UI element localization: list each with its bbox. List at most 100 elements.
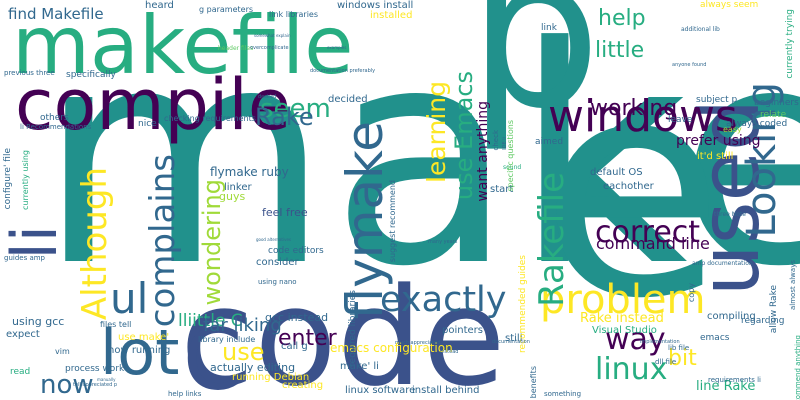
cloud-word: desired — [258, 94, 277, 100]
cloud-word: command line — [596, 234, 710, 253]
cloud-word: help — [598, 6, 646, 31]
cloud-word: it'd still — [697, 151, 734, 162]
cloud-word: enter — [278, 326, 337, 351]
cloud-word: consider — [256, 257, 299, 268]
cloud-word: files tell — [100, 320, 132, 329]
cloud-word: required libraries — [348, 290, 358, 367]
cloud-word: correct — [595, 215, 701, 250]
cloud-word: checking requirements — [164, 114, 256, 123]
cloud-word: use Emacs — [450, 71, 478, 201]
cloud-word: problem — [540, 277, 706, 323]
cloud-word: prefer using — [676, 133, 761, 149]
cloud-word: subject p — [696, 95, 738, 105]
cloud-word: still — [505, 333, 523, 344]
cloud-word: find Makefile — [8, 5, 104, 23]
cloud-word: gcc instead — [265, 311, 329, 324]
cloud-word: far liking — [203, 315, 282, 336]
cloud-word: allow Rake — [769, 285, 779, 334]
cloud-word: tell appreciated p — [73, 382, 118, 388]
cloud-word: anyone found — [672, 62, 707, 68]
cloud-word: makefile — [12, 0, 354, 92]
cloud-word: vim — [55, 347, 70, 356]
cloud-word: expect — [6, 329, 40, 340]
cloud-word: others — [40, 113, 69, 123]
cloud-word: examples — [327, 45, 347, 50]
cloud-word: p — [468, 0, 602, 155]
cloud-word: relate — [760, 110, 787, 120]
cloud-word: somewhat explain — [254, 33, 291, 38]
cloud-word: bit — [668, 346, 697, 371]
cloud-word: want anything — [475, 101, 491, 202]
cloud-word: documentation preferably — [310, 68, 376, 74]
cloud-word: leave — [668, 115, 693, 125]
cloud-word: code — [180, 259, 506, 400]
cloud-word: process work — [65, 364, 125, 374]
cloud-word: li Recommendations — [20, 123, 92, 131]
cloud-word: windows install — [337, 0, 414, 11]
cloud-word: g parameters — [199, 5, 254, 14]
cloud-word: requirements li — [708, 376, 761, 384]
cloud-word: learning — [422, 81, 451, 183]
cloud-word: sound — [503, 164, 522, 171]
cloud-word: little — [595, 38, 645, 63]
cloud-word: suggest recommend — [388, 180, 397, 263]
cloud-word: decided — [328, 94, 368, 105]
cloud-word: many years — [428, 239, 458, 245]
cloud-word: using gcc — [12, 315, 65, 328]
cloud-word: help links — [168, 390, 202, 398]
cloud-word: lliittle C — [178, 311, 243, 331]
cloud-word: line Rake — [696, 379, 756, 394]
cloud-word: implementation — [640, 339, 680, 345]
cloud-word: Rakefile — [532, 172, 572, 307]
cloud-word: Rake — [255, 103, 314, 131]
cloud-word: configure' file — [3, 148, 13, 210]
cloud-word: compile — [15, 64, 291, 146]
cloud-word: compiling — [707, 311, 756, 322]
cloud-word: linux software — [345, 385, 416, 396]
cloud-word: recommend anything — [794, 335, 800, 400]
cloud-word: library include — [198, 335, 256, 344]
cloud-word: Although — [75, 167, 115, 321]
cloud-word: way — [605, 322, 666, 357]
cloud-word: Rake instead — [580, 311, 664, 326]
cloud-word: link — [541, 23, 557, 33]
cloud-word: creating — [282, 380, 324, 391]
cloud-word: almost always — [789, 260, 797, 310]
cloud-word: specific questions — [506, 120, 515, 192]
cloud-word: beginners — [754, 98, 799, 108]
cloud-word: heard — [145, 0, 174, 11]
cloud-word: complains — [143, 154, 183, 328]
cloud-word: call g — [281, 341, 308, 352]
cloud-word: good alternatives — [256, 237, 291, 242]
cloud-word: code editors — [268, 246, 324, 256]
cloud-word: guys — [219, 190, 246, 203]
cloud-word: three Note — [714, 211, 746, 218]
cloud-word: lib file — [668, 344, 690, 352]
cloud-word: overcomplicate — [250, 45, 289, 51]
cloud-word: read — [10, 367, 31, 377]
cloud-word: guides amp — [4, 254, 45, 262]
cloud-word: specifically — [66, 70, 116, 80]
cloud-word: link libraries — [269, 10, 319, 19]
cloud-word: pointers — [442, 325, 483, 336]
cloud-word: documentation — [492, 339, 530, 345]
cloud-word: working — [590, 96, 678, 121]
cloud-word: dll file — [655, 358, 677, 366]
cloud-word: flymake ruby — [210, 165, 289, 179]
cloud-word: start — [490, 184, 514, 195]
cloud-word: emacs — [700, 333, 730, 343]
cloud-word: always coded — [726, 119, 788, 129]
cloud-word: lot — [100, 316, 180, 389]
cloud-word: something — [544, 390, 582, 398]
cloud-word: regarding — [741, 316, 785, 326]
cloud-word: header files — [218, 45, 254, 52]
cloud-word: exactly — [380, 280, 507, 320]
cloud-word: installed — [370, 10, 413, 21]
cloud-word: e — [540, 15, 725, 364]
cloud-word: much appreciated — [395, 340, 441, 346]
cloud-word: using nano — [258, 278, 297, 286]
cloud-word: install behind — [412, 385, 480, 396]
cloud-word: default OS — [590, 167, 643, 178]
cloud-word: aimed — [535, 137, 564, 147]
